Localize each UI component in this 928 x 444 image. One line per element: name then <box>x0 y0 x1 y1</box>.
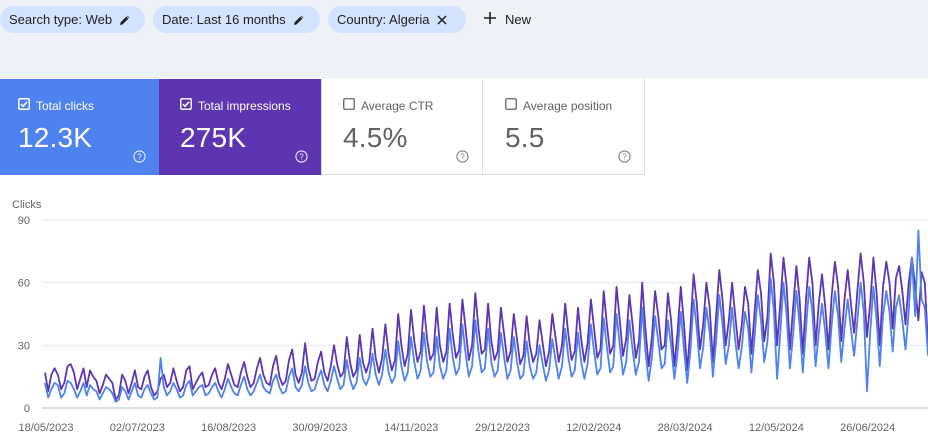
y-tick-label: 60 <box>18 278 30 290</box>
svg-text:?: ? <box>460 152 465 161</box>
svg-text:?: ? <box>137 152 142 161</box>
svg-text:?: ? <box>622 152 627 161</box>
help-icon[interactable]: ? <box>456 150 469 168</box>
filter-chip-country[interactable]: Country: Algeria <box>328 6 466 33</box>
x-tick-label: 02/07/2023 <box>110 422 165 434</box>
x-tick-label: 18/05/2023 <box>18 422 73 434</box>
close-icon[interactable] <box>436 14 447 25</box>
help-icon[interactable]: ? <box>295 150 308 168</box>
x-axis-ticks: 18/05/2023 02/07/2023 16/08/2023 30/09/2023… <box>18 422 895 434</box>
metric-card-average-position[interactable]: Average position 5.5 ? <box>483 79 645 175</box>
help-icon[interactable]: ? <box>133 150 146 168</box>
x-tick-label: 12/05/2024 <box>749 422 804 434</box>
checkbox-checked-icon[interactable] <box>180 98 192 113</box>
x-tick-label: 14/11/2023 <box>384 422 438 434</box>
metric-value: 275K <box>180 122 247 153</box>
metric-value: 4.5% <box>343 122 408 153</box>
pencil-icon[interactable] <box>119 14 131 26</box>
metric-label: Average position <box>523 98 613 113</box>
filter-bar: Search type: Web Date: Last 16 months Co… <box>0 0 928 78</box>
y-tick-label: 0 <box>24 403 30 415</box>
chart-series <box>44 229 928 403</box>
new-filter-button[interactable]: New <box>478 6 537 33</box>
x-tick-label: 12/02/2024 <box>566 422 621 434</box>
performance-chart[interactable]: Clicks 90 60 30 0 18/05/2023 02/07/2023 16/08… <box>0 196 928 444</box>
help-icon[interactable]: ? <box>618 150 631 168</box>
new-filter-label: New <box>505 12 532 27</box>
impressions-line <box>44 252 928 401</box>
filter-chip-label: Date: Last 16 months <box>162 12 286 27</box>
y-axis-title: Clicks <box>12 199 42 211</box>
checkbox-checked-icon[interactable] <box>18 98 30 113</box>
y-tick-label: 30 <box>18 340 30 352</box>
y-tick-label: 90 <box>18 215 30 227</box>
filter-chip-search-type[interactable]: Search type: Web <box>0 6 145 33</box>
y-axis-ticks: 90 60 30 0 <box>18 215 30 415</box>
x-tick-label: 16/08/2023 <box>201 422 256 434</box>
metric-card-total-clicks[interactable]: Total clicks 12.3K ? <box>0 79 159 175</box>
svg-text:?: ? <box>299 152 304 161</box>
metric-label: Total impressions <box>198 98 291 113</box>
metric-card-total-impressions[interactable]: Total impressions 275K ? <box>159 79 321 175</box>
metric-label: Total clicks <box>36 98 95 113</box>
metric-value: 5.5 <box>505 122 545 153</box>
filter-chip-label: Country: Algeria <box>337 12 430 27</box>
metric-card-average-ctr[interactable]: Average CTR 4.5% ? <box>321 79 483 175</box>
pencil-icon[interactable] <box>293 14 305 26</box>
x-tick-label: 29/12/2023 <box>475 422 530 434</box>
x-tick-label: 26/06/2024 <box>840 422 895 434</box>
x-tick-label: 28/03/2024 <box>658 422 713 434</box>
metric-value: 12.3K <box>18 122 93 153</box>
clicks-line <box>44 229 928 403</box>
filter-chip-label: Search type: Web <box>9 12 113 27</box>
filter-chip-date[interactable]: Date: Last 16 months <box>153 6 320 33</box>
plus-icon <box>484 12 496 27</box>
x-tick-label: 30/09/2023 <box>292 422 347 434</box>
checkbox-unchecked-icon[interactable] <box>505 98 517 113</box>
checkbox-unchecked-icon[interactable] <box>343 98 355 113</box>
metric-label: Average CTR <box>361 98 434 113</box>
